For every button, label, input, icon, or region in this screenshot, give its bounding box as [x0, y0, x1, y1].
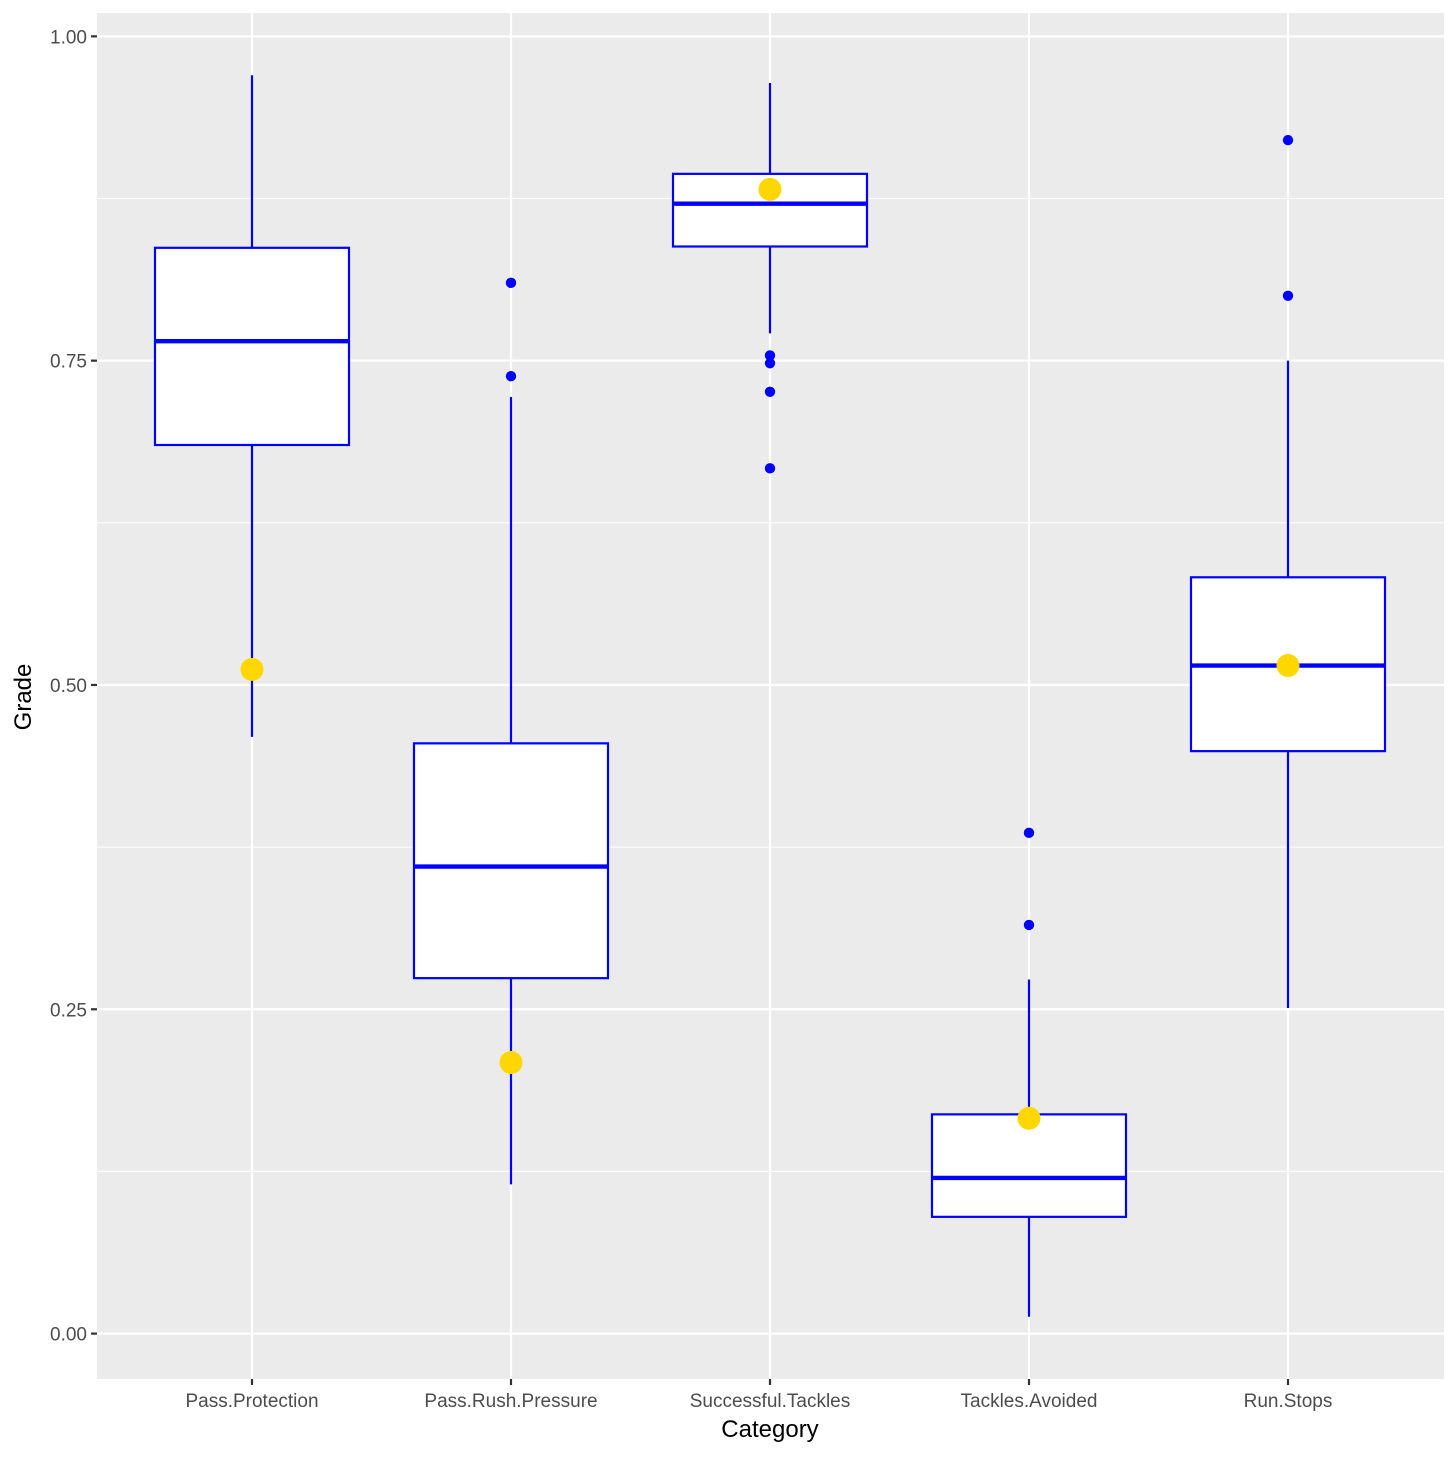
outlier-point [764, 358, 776, 369]
outlier-point [1282, 290, 1294, 301]
axes: 0.00 0.25 0.50 0.75 1.00 Pass.Protection Pass.… [50, 27, 1332, 1412]
highlight-point [240, 657, 264, 681]
x-tick-label: Pass.Rush.Pressure [424, 1391, 597, 1412]
box-rect [671, 172, 869, 248]
x-axis-title: Category [721, 1416, 818, 1443]
outlier-point [1282, 134, 1294, 146]
y-tick-label: 1.00 [50, 27, 87, 48]
x-tick-label: Tackles.Avoided [961, 1391, 1098, 1412]
y-tick-label: 0.75 [50, 352, 87, 373]
highlight-point [499, 1050, 523, 1074]
box-rect [412, 742, 610, 980]
outlier-point [1023, 827, 1035, 839]
y-axis-title: Grade [10, 664, 37, 731]
highlight-point [1276, 654, 1300, 678]
highlight-point [1017, 1106, 1041, 1130]
outlier-point [764, 463, 776, 474]
x-tick-label: Run.Stops [1244, 1391, 1333, 1412]
x-tick-label: Successful.Tackles [690, 1391, 851, 1412]
box-group [930, 827, 1128, 1317]
y-tick-label: 0.25 [50, 1000, 87, 1021]
box-group [671, 83, 869, 474]
outlier-point [764, 350, 776, 361]
outlier-point [1023, 919, 1035, 931]
outlier-point [505, 371, 517, 382]
box-rect [930, 1113, 1128, 1218]
x-tick-label: Pass.Protection [185, 1391, 318, 1412]
box-group [1189, 134, 1387, 1008]
outlier-point [505, 277, 517, 289]
box-rect [153, 246, 351, 447]
box-group [153, 75, 351, 737]
box-group [412, 277, 610, 1185]
outlier-point [764, 386, 776, 397]
y-tick-label: 0.00 [50, 1325, 87, 1346]
highlight-point [758, 177, 782, 201]
boxes [153, 75, 1387, 1317]
y-tick-label: 0.50 [50, 676, 87, 697]
